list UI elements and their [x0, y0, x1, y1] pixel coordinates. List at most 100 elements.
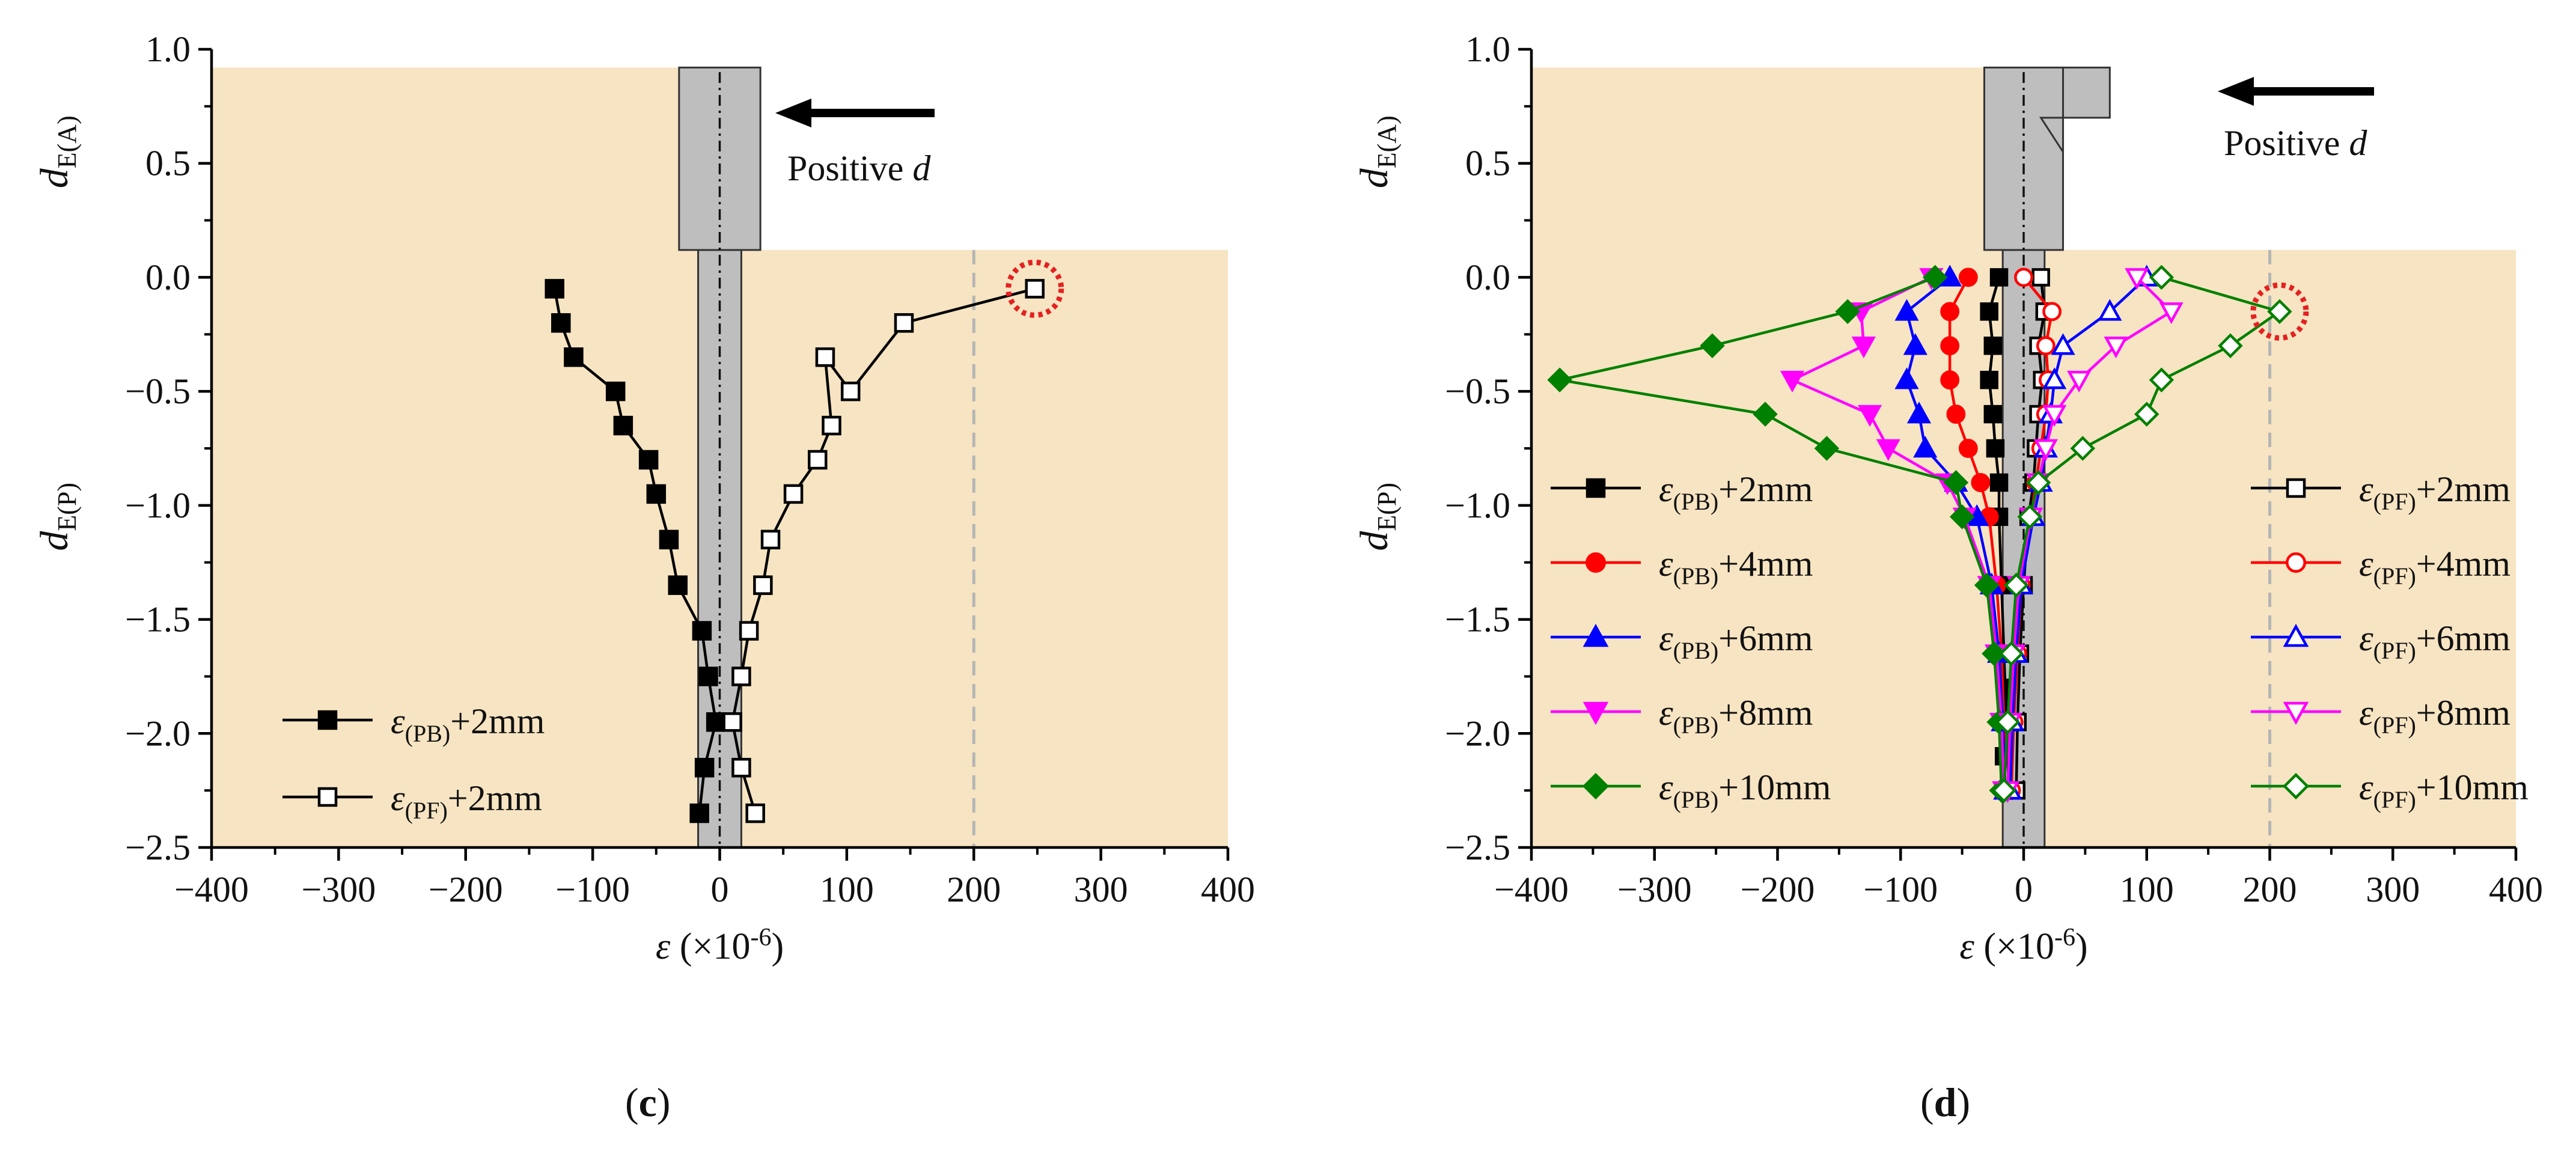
data-point — [1946, 405, 1966, 424]
legend-c-item-0-marker — [317, 710, 338, 730]
data-point — [1940, 336, 1960, 356]
data-point — [1835, 299, 1860, 325]
panel-label-c: (c) — [625, 1079, 671, 1125]
data-point — [2149, 264, 2175, 290]
data-point — [731, 667, 751, 686]
data-point — [1922, 264, 1948, 290]
data-point — [2218, 333, 2243, 358]
data-point — [646, 484, 667, 504]
y-tick-label: −0.5 — [125, 371, 191, 411]
data-point — [659, 530, 679, 550]
data-point — [2031, 268, 2050, 287]
data-point — [739, 621, 759, 641]
legend-d-right-item-1-label: ε(PF)+4mm — [2359, 544, 2510, 590]
x-tick-label: 400 — [1201, 870, 1255, 909]
series-1 — [722, 279, 1045, 823]
x-tick-label: 300 — [2366, 870, 2420, 909]
data-point — [706, 712, 726, 732]
direction-arrow-icon — [2218, 77, 2254, 106]
x-tick-label: 0 — [711, 870, 729, 909]
x-tick-label: 200 — [947, 870, 1001, 909]
legend-d-left-item-1-marker — [1586, 552, 1606, 573]
data-point — [1025, 279, 1045, 299]
data-point — [564, 347, 584, 367]
legend-d-right-item-4-marker — [2282, 772, 2310, 800]
legend-d-left-item-0-label: ε(PB)+2mm — [1659, 469, 1813, 515]
y-tick-label: −2.0 — [125, 713, 191, 753]
data-point — [2267, 299, 2292, 325]
x-tick-label: −400 — [174, 870, 249, 909]
x-tick-label: 400 — [2489, 870, 2543, 909]
data-point — [2014, 267, 2033, 287]
data-point — [1894, 299, 1919, 321]
data-point — [1913, 436, 1938, 458]
data-point — [1971, 473, 1991, 492]
data-point — [1903, 333, 1927, 355]
soil-active-zone — [1531, 67, 1987, 250]
panel-d-chart: Positive d −400 −300 −200 −100 0 100 200 300 400 1… — [1352, 29, 2543, 967]
data-point — [1894, 367, 1919, 389]
legend-c-item-0-label: ε(PB)+2mm — [391, 701, 545, 747]
legend-d-right-item-3-marker — [2283, 701, 2309, 725]
data-point — [1983, 405, 2003, 424]
legend-d-right-item-3-label: ε(PF)+8mm — [2359, 693, 2510, 739]
positive-d-annotation: Positive d — [2224, 123, 2367, 163]
data-point — [2042, 302, 2062, 322]
y-tick-label: 0.0 — [1465, 257, 1510, 297]
y-tick-label: −1.0 — [125, 486, 191, 525]
data-point — [2067, 370, 2092, 393]
data-point — [2149, 367, 2175, 392]
data-point — [1980, 302, 1998, 321]
x-tick-label: −300 — [301, 870, 376, 909]
legend-d-left-item-4-marker — [1582, 772, 1610, 800]
y-tick-label: −1.5 — [125, 600, 191, 640]
series-0 — [545, 279, 726, 823]
data-point — [545, 279, 564, 299]
data-point — [1943, 470, 1969, 495]
legend-d-left-item-0-marker — [1586, 478, 1606, 498]
y-axis-title-passive: dE(P) — [1352, 483, 1402, 551]
data-point — [2036, 336, 2056, 356]
data-point — [698, 667, 718, 686]
x-tick-label: 100 — [820, 870, 874, 909]
data-point — [1780, 370, 1805, 393]
data-point — [694, 757, 715, 778]
y-axis-title-active: dE(A) — [1352, 115, 1402, 188]
data-point — [2134, 401, 2159, 427]
data-point — [2159, 302, 2184, 325]
series-4 — [1547, 264, 2014, 803]
data-point — [1906, 401, 1932, 424]
data-point — [1940, 302, 1960, 322]
y-axis-title-passive: dE(P) — [32, 483, 82, 551]
data-point — [815, 347, 835, 367]
data-point — [1876, 439, 1900, 461]
y-tick-label: 0.0 — [145, 257, 191, 297]
data-point — [1989, 473, 2009, 492]
pile-cantilever — [1983, 66, 2065, 251]
x-tick-label: −300 — [1617, 870, 1692, 909]
data-point — [731, 757, 751, 778]
data-point — [1991, 778, 2016, 803]
legend-d-left-item-2-marker — [1583, 623, 1609, 647]
data-point — [1700, 333, 1725, 358]
data-point — [551, 313, 571, 333]
y-tick-label: −1.0 — [1445, 486, 1510, 525]
data-point — [2003, 572, 2029, 598]
data-point — [2025, 470, 2051, 495]
legend-d-right-item-4-label: ε(PF)+10mm — [2359, 768, 2529, 813]
data-point — [1958, 267, 1978, 287]
data-point — [613, 415, 633, 436]
data-point — [605, 381, 626, 401]
direction-arrow-icon — [775, 99, 811, 127]
data-point — [1980, 370, 1998, 389]
data-point — [1958, 439, 1978, 458]
legend-d-right-item-0-marker — [2286, 478, 2306, 498]
x-tick-label: −100 — [1863, 870, 1938, 909]
x-tick-label: 0 — [2015, 870, 2033, 909]
data-point — [894, 313, 914, 333]
panel-label-d: (d) — [1920, 1079, 1971, 1125]
positive-d-annotation: Positive d — [787, 148, 931, 188]
data-point — [2098, 299, 2122, 321]
data-point — [722, 712, 742, 732]
